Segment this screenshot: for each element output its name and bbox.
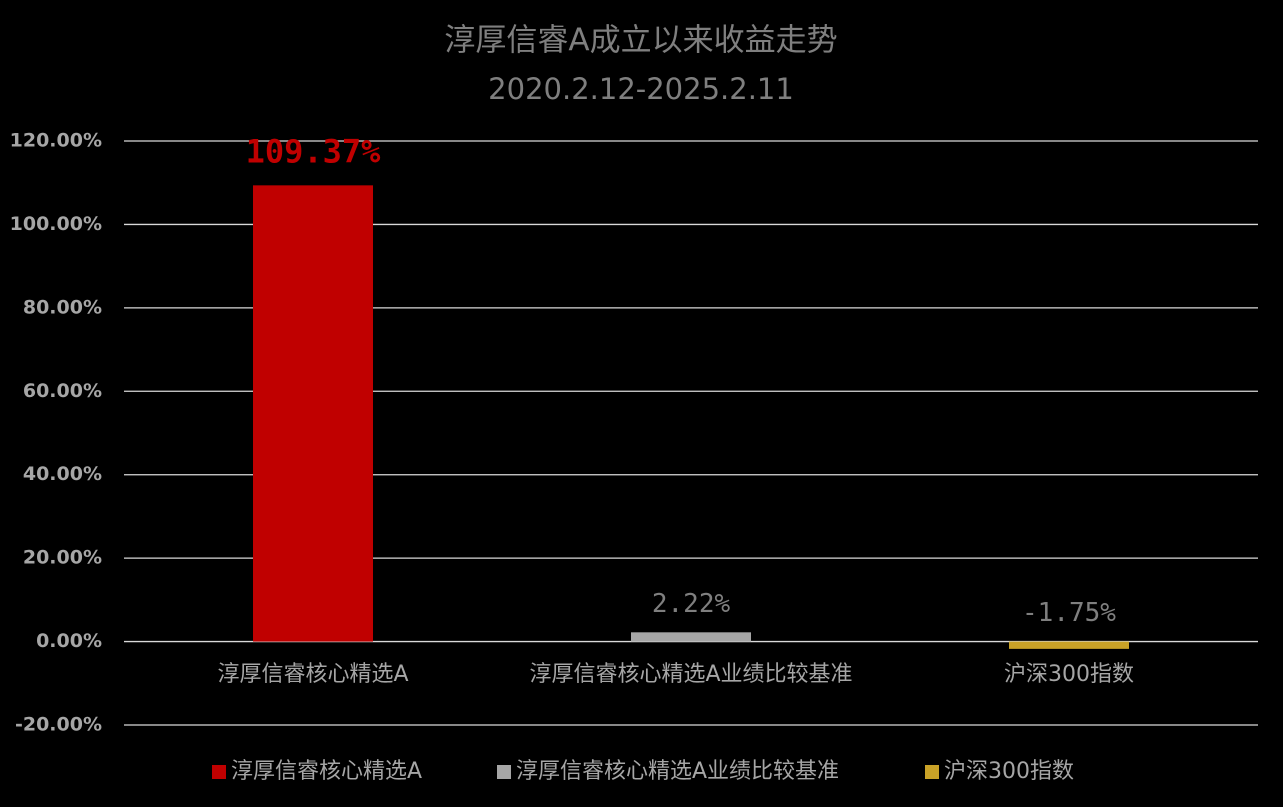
chart-title: 淳厚信睿A成立以来收益走势 bbox=[444, 23, 837, 59]
value-label: 109.37% bbox=[246, 132, 382, 170]
legend-swatch bbox=[212, 765, 226, 779]
bar bbox=[1009, 641, 1129, 649]
bar bbox=[631, 632, 751, 642]
value-label: -1.75% bbox=[1022, 598, 1116, 628]
y-tick-label: 40.00% bbox=[23, 463, 102, 485]
y-tick-label: 60.00% bbox=[23, 380, 102, 402]
legend-swatch bbox=[925, 765, 939, 779]
legend-label: 淳厚信睿核心精选A业绩比较基准 bbox=[516, 759, 839, 784]
value-label: 2.22% bbox=[652, 589, 731, 619]
x-tick-label: 沪深300指数 bbox=[1004, 662, 1134, 687]
y-tick-label: 120.00% bbox=[10, 130, 102, 152]
x-tick-label: 淳厚信睿核心精选A bbox=[217, 662, 408, 687]
legend-swatch bbox=[497, 765, 511, 779]
legend-label: 沪深300指数 bbox=[944, 759, 1074, 784]
y-tick-label: 100.00% bbox=[10, 213, 102, 235]
bar bbox=[253, 185, 373, 642]
y-tick-label: 20.00% bbox=[23, 547, 102, 569]
y-tick-label: -20.00% bbox=[15, 714, 102, 736]
y-tick-label: 80.00% bbox=[23, 296, 102, 318]
x-tick-label: 淳厚信睿核心精选A业绩比较基准 bbox=[529, 662, 852, 687]
chart-subtitle: 2020.2.12-2025.2.11 bbox=[488, 72, 794, 106]
y-tick-label: 0.00% bbox=[36, 630, 102, 652]
legend-label: 淳厚信睿核心精选A bbox=[231, 759, 422, 784]
